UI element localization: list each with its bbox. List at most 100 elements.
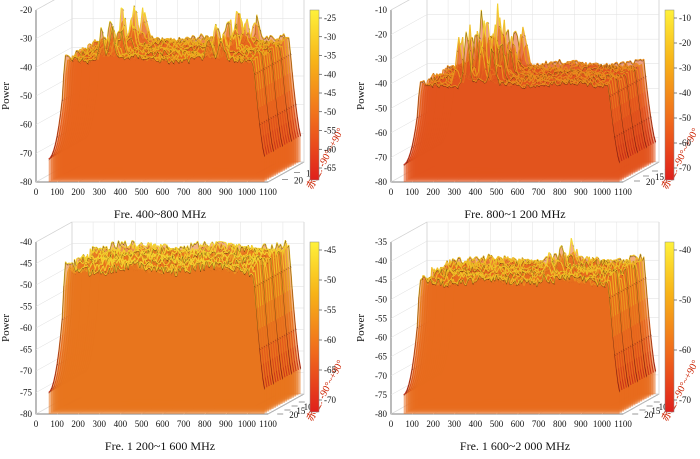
surface-segment (246, 33, 249, 41)
surface-mesh (288, 54, 290, 57)
surface-mesh (285, 55, 288, 58)
surface-segment (195, 37, 199, 41)
surface-segment (283, 57, 286, 76)
surface-segment (276, 41, 280, 44)
surface-segment (133, 25, 136, 30)
x-tick-label: 500 (490, 187, 504, 197)
surface-segment (261, 40, 265, 46)
surface-segment (135, 11, 139, 25)
colorbar-tick-label: -45 (324, 88, 336, 98)
x-tick-label: 700 (177, 187, 191, 197)
surface-segment (257, 25, 261, 39)
surface-mesh (122, 9, 125, 11)
gridline (390, 14, 428, 35)
surface-segment (168, 53, 171, 56)
surface-segment (285, 55, 289, 75)
surface-segment (146, 48, 149, 50)
surface-mesh (201, 38, 204, 41)
surface-segment (551, 67, 554, 70)
colorbar-tick-label: -40 (324, 69, 336, 79)
surface-segment (198, 33, 202, 38)
surface-segment (147, 31, 150, 41)
surface-segment (171, 41, 174, 43)
surface-mesh (252, 26, 255, 29)
surface-segment (239, 33, 243, 44)
surface-segment (577, 68, 580, 71)
surface-segment (180, 38, 183, 41)
surface-segment (261, 35, 264, 39)
surface-segment (554, 70, 557, 73)
surface-segment (594, 66, 597, 69)
surface-segment (284, 75, 288, 93)
surface-segment (562, 71, 565, 74)
chart-panel-1: -20-30-40-50-60-70-800 100 200 300 400 500 600… (0, 0, 346, 221)
surface-mesh (186, 38, 189, 41)
surface-segment (210, 36, 213, 41)
surface-segment (183, 39, 186, 42)
gridline (267, 161, 305, 183)
z-tick-label: -30 (375, 54, 387, 64)
surface-segment (270, 39, 274, 43)
surface-segment (283, 124, 286, 136)
colorbar (309, 9, 320, 181)
surface-mesh (207, 35, 209, 38)
surface-mesh (152, 43, 154, 46)
surface-mesh (177, 40, 180, 43)
surface-segment (234, 11, 238, 27)
z-tick-label: -60 (20, 120, 32, 130)
surface-segment (189, 40, 192, 43)
surface-segment (147, 27, 151, 35)
surface-segment (142, 57, 145, 60)
surface-segment (141, 57, 144, 60)
x-tick-label: 200 (426, 187, 440, 197)
surface-segment (178, 43, 182, 48)
surface-segment (287, 54, 291, 74)
surface-segment (573, 62, 576, 65)
z-tick-label: -70 (375, 152, 387, 162)
surface-segment (157, 40, 161, 45)
gridline (35, 47, 73, 68)
x-tick-label: 300 (93, 187, 107, 197)
surface (48, 5, 302, 183)
surface-segment (90, 58, 93, 61)
surface-segment (140, 44, 143, 47)
surface-segment (290, 106, 294, 120)
surface-segment (127, 30, 131, 37)
y-tick-label: 20 (294, 175, 304, 185)
z-tick-label: -50 (375, 103, 387, 113)
surface-segment (178, 38, 181, 41)
surface-mesh (149, 40, 151, 43)
surface-segment (248, 28, 252, 37)
x-tick-label: 600 (156, 187, 170, 197)
surface-segment (259, 29, 263, 37)
x-tick-label: 600 (511, 187, 525, 197)
surface-segment (288, 107, 292, 121)
surface-segment (264, 43, 268, 46)
axis-box-edge (35, 0, 55, 11)
surface-mesh (261, 43, 264, 46)
surface-segment (254, 22, 257, 25)
colorbar-tick-label: -50 (324, 107, 336, 117)
surface-segment (288, 90, 292, 107)
surface-segment (138, 30, 141, 35)
surface-segment (286, 92, 290, 108)
surface-segment (293, 130, 297, 139)
surface-mesh (237, 13, 240, 16)
surface-segment (266, 41, 270, 46)
surface-mesh (158, 37, 161, 40)
surface-segment (142, 7, 145, 22)
surface-mesh (162, 37, 164, 40)
surface-segment (146, 57, 149, 59)
surface-segment (183, 37, 187, 41)
surface-segment (125, 35, 129, 40)
surface-mesh (281, 58, 283, 61)
colorbar-tick-label: -35 (324, 51, 336, 61)
surface (403, 3, 657, 183)
surface-segment (246, 18, 250, 29)
surface-segment (157, 56, 160, 59)
surface-mesh (253, 42, 256, 45)
surface-segment (552, 61, 555, 63)
surface-segment (185, 36, 188, 39)
surface-segment (596, 72, 599, 74)
surface-segment (283, 109, 287, 124)
